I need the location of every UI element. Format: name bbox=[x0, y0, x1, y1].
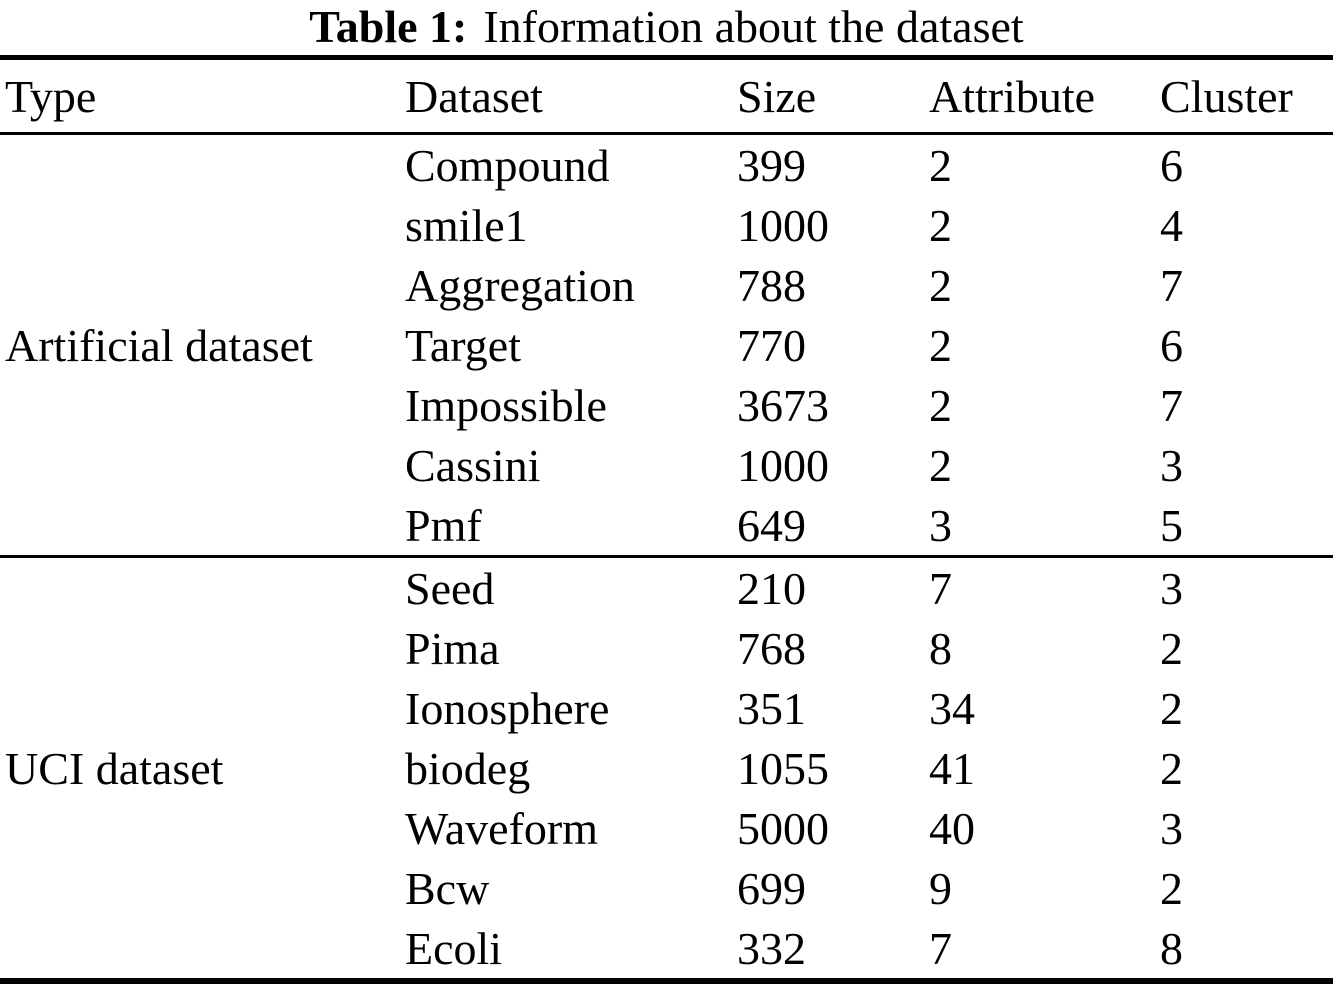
cell-attribute: 34 bbox=[929, 682, 975, 734]
cell-attribute: 41 bbox=[929, 742, 975, 794]
cell-size: 332 bbox=[737, 922, 806, 974]
cell-attribute: 2 bbox=[929, 439, 952, 491]
cell-attribute: 2 bbox=[929, 379, 952, 431]
table-row: Impossible 3673 2 7 bbox=[0, 375, 1333, 435]
cell-cluster: 2 bbox=[1160, 622, 1183, 674]
col-header-dataset: Dataset bbox=[405, 70, 543, 122]
cell-attribute: 2 bbox=[929, 199, 952, 251]
cell-attribute: 7 bbox=[929, 922, 952, 974]
table-caption-text: Information about the dataset bbox=[483, 1, 1024, 52]
cell-dataset: Pmf bbox=[405, 499, 482, 551]
type-label-artificial: Artificial dataset bbox=[5, 319, 313, 371]
cell-size: 788 bbox=[737, 259, 806, 311]
cell-dataset: Compound bbox=[405, 139, 610, 191]
group-uci-dataset: UCI dataset Seed 210 7 3 Pima 768 8 2 Io… bbox=[0, 557, 1333, 981]
cell-attribute: 8 bbox=[929, 622, 952, 674]
table-caption-label: Table 1: bbox=[309, 1, 468, 52]
cell-dataset: Pima bbox=[405, 622, 500, 674]
cell-dataset: Bcw bbox=[405, 862, 490, 914]
table-row: Ecoli 332 7 8 bbox=[0, 918, 1333, 981]
cell-cluster: 6 bbox=[1160, 319, 1183, 371]
table-row: Ionosphere 351 34 2 bbox=[0, 678, 1333, 738]
cell-size: 699 bbox=[737, 862, 806, 914]
cell-size: 770 bbox=[737, 319, 806, 371]
cell-cluster: 2 bbox=[1160, 862, 1183, 914]
cell-dataset: Impossible bbox=[405, 379, 607, 431]
cell-dataset: Aggregation bbox=[405, 259, 635, 311]
col-header-attribute: Attribute bbox=[929, 70, 1096, 122]
cell-dataset: Waveform bbox=[405, 802, 598, 854]
table-caption: Table 1: Information about the dataset bbox=[0, 0, 1333, 52]
table-row: Artificial dataset Compound 399 2 6 bbox=[0, 134, 1333, 371]
table-row: UCI dataset Seed 210 7 3 bbox=[0, 557, 1333, 794]
table-row: smile1 1000 2 4 bbox=[0, 195, 1333, 255]
cell-cluster: 6 bbox=[1160, 139, 1183, 191]
cell-cluster: 3 bbox=[1160, 802, 1183, 854]
type-label-uci: UCI dataset bbox=[5, 742, 224, 794]
group-artificial-dataset: Artificial dataset Compound 399 2 6 smil… bbox=[0, 134, 1333, 557]
cell-dataset: Cassini bbox=[405, 439, 541, 491]
cell-cluster: 7 bbox=[1160, 379, 1183, 431]
cell-size: 1055 bbox=[737, 742, 829, 794]
cell-dataset: Ecoli bbox=[405, 922, 503, 974]
cell-cluster: 8 bbox=[1160, 922, 1183, 974]
cell-attribute: 2 bbox=[929, 319, 952, 371]
cell-cluster: 2 bbox=[1160, 742, 1183, 794]
table-row: Aggregation 788 2 7 bbox=[0, 255, 1333, 315]
cell-size: 768 bbox=[737, 622, 806, 674]
col-header-size: Size bbox=[737, 70, 817, 122]
cell-attribute: 2 bbox=[929, 139, 952, 191]
cell-dataset: Seed bbox=[405, 562, 495, 614]
cell-dataset: smile1 bbox=[405, 199, 528, 251]
cell-size: 1000 bbox=[737, 199, 829, 251]
table-row: Pima 768 8 2 bbox=[0, 618, 1333, 678]
cell-size: 351 bbox=[737, 682, 806, 734]
table-row: Pmf 649 3 5 bbox=[0, 495, 1333, 557]
dataset-info-table: Type Dataset Size Attribute Cluster Arti… bbox=[0, 55, 1333, 984]
cell-size: 649 bbox=[737, 499, 806, 551]
cell-size: 3673 bbox=[737, 379, 829, 431]
cell-attribute: 2 bbox=[929, 259, 952, 311]
cell-attribute: 3 bbox=[929, 499, 952, 551]
header-row: Type Dataset Size Attribute Cluster bbox=[0, 58, 1333, 134]
cell-size: 5000 bbox=[737, 802, 829, 854]
cell-dataset: Ionosphere bbox=[405, 682, 610, 734]
table-row: Cassini 1000 2 3 bbox=[0, 435, 1333, 495]
table-row: Waveform 5000 40 3 bbox=[0, 798, 1333, 858]
cell-cluster: 3 bbox=[1160, 439, 1183, 491]
table-row: biodeg 1055 41 2 bbox=[0, 738, 1333, 798]
table-row: Bcw 699 9 2 bbox=[0, 858, 1333, 918]
cell-cluster: 2 bbox=[1160, 682, 1183, 734]
cell-dataset: biodeg bbox=[405, 742, 531, 794]
cell-dataset: Target bbox=[405, 319, 521, 371]
col-header-type: Type bbox=[5, 70, 97, 122]
cell-cluster: 7 bbox=[1160, 259, 1183, 311]
cell-size: 399 bbox=[737, 139, 806, 191]
col-header-cluster: Cluster bbox=[1160, 70, 1293, 122]
cell-attribute: 9 bbox=[929, 862, 952, 914]
cell-attribute: 40 bbox=[929, 802, 975, 854]
cell-cluster: 4 bbox=[1160, 199, 1183, 251]
cell-attribute: 7 bbox=[929, 562, 952, 614]
cell-cluster: 5 bbox=[1160, 499, 1183, 551]
table-row: Target 770 2 6 bbox=[0, 315, 1333, 375]
cell-size: 1000 bbox=[737, 439, 829, 491]
cell-cluster: 3 bbox=[1160, 562, 1183, 614]
cell-size: 210 bbox=[737, 562, 806, 614]
